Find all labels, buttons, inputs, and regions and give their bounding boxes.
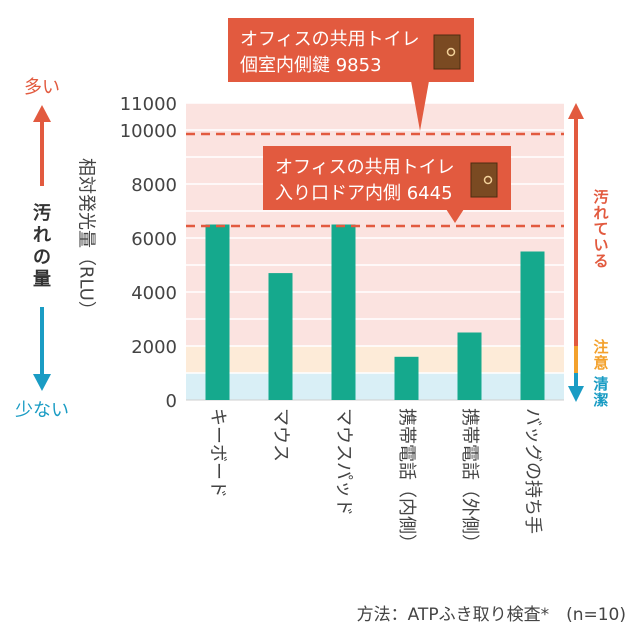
bar-1 bbox=[268, 273, 293, 400]
right-dirty-label: 汚 bbox=[593, 188, 608, 206]
callout-line1: オフィスの共用トイレ bbox=[240, 29, 420, 50]
door-icon bbox=[470, 162, 498, 198]
right-clean-label: 清 bbox=[593, 375, 608, 393]
callout-pointer-0 bbox=[411, 81, 429, 131]
right-dirty-label: る bbox=[593, 252, 608, 270]
y-tick-label: 0 bbox=[166, 391, 177, 412]
band-1 bbox=[186, 346, 564, 373]
x-label-group: キーボード bbox=[207, 408, 228, 498]
x-label-group: マウスパッド bbox=[333, 408, 354, 516]
right-caution-label: 注 bbox=[593, 338, 608, 356]
left-amount-label: れ bbox=[33, 225, 51, 246]
band-0 bbox=[186, 373, 564, 400]
y-tick-label: 6000 bbox=[131, 229, 177, 250]
x-label-group: マウス bbox=[270, 408, 291, 462]
left-amount-label: の bbox=[33, 247, 51, 268]
bar-3 bbox=[394, 356, 419, 400]
y-tick-label: 10000 bbox=[120, 121, 177, 142]
y-axis-title: 相対発光量（RLU） bbox=[76, 158, 97, 319]
right-dirty-label: て bbox=[593, 220, 608, 238]
left-amount-label: 汚 bbox=[33, 203, 51, 224]
right-dirty-label: れ bbox=[593, 204, 608, 222]
bar-0 bbox=[205, 224, 230, 400]
callout-box-0 bbox=[228, 18, 474, 82]
left-less-label: 少ない bbox=[15, 400, 69, 421]
x-label-group: 携帯電話（外側） bbox=[459, 408, 480, 552]
bar-5 bbox=[520, 251, 545, 400]
bar-2 bbox=[331, 224, 356, 400]
right-up-arrowhead bbox=[568, 103, 584, 119]
footer-method-note: 方法：ATPふき取り検査* (n=10) bbox=[356, 605, 626, 625]
x-tick-label: バッグの持ち手 bbox=[522, 408, 543, 534]
x-label-group: バッグの持ち手 bbox=[522, 408, 543, 534]
callout-pointer-1 bbox=[446, 209, 464, 223]
y-tick-label: 11000 bbox=[120, 94, 177, 115]
band-2 bbox=[186, 103, 564, 346]
y-tick-label: 4000 bbox=[131, 283, 177, 304]
left-up-arrowhead bbox=[33, 105, 51, 122]
right-clean-label: 潔 bbox=[593, 391, 608, 409]
door-knob-icon bbox=[483, 175, 493, 185]
x-tick-label: 携帯電話（内側） bbox=[396, 408, 417, 552]
left-down-arrowhead bbox=[33, 374, 51, 391]
callout-line2: 入り口ドア内側 6445 bbox=[275, 183, 453, 204]
x-tick-label: 携帯電話（外側） bbox=[459, 408, 480, 552]
right-caution-label: 意 bbox=[593, 354, 608, 372]
callout-box-1 bbox=[263, 146, 511, 210]
y-axis-title-group: 相対発光量（RLU） bbox=[76, 158, 97, 319]
y-tick-label: 2000 bbox=[131, 337, 177, 358]
x-tick-label: マウスパッド bbox=[333, 408, 354, 516]
left-more-label: 多い bbox=[24, 77, 60, 98]
y-tick-label: 8000 bbox=[131, 175, 177, 196]
right-dirty-label: い bbox=[593, 236, 608, 254]
bar-4 bbox=[457, 332, 482, 400]
right-down-arrowhead bbox=[568, 386, 584, 402]
x-tick-label: キーボード bbox=[207, 408, 228, 498]
door-knob-icon bbox=[446, 47, 456, 57]
x-label-group: 携帯電話（内側） bbox=[396, 408, 417, 552]
x-tick-label: マウス bbox=[270, 408, 291, 462]
callout-line1: オフィスの共用トイレ bbox=[275, 157, 455, 178]
left-amount-label: 量 bbox=[33, 268, 51, 290]
callout-line2: 個室内側鍵 9853 bbox=[240, 55, 382, 76]
